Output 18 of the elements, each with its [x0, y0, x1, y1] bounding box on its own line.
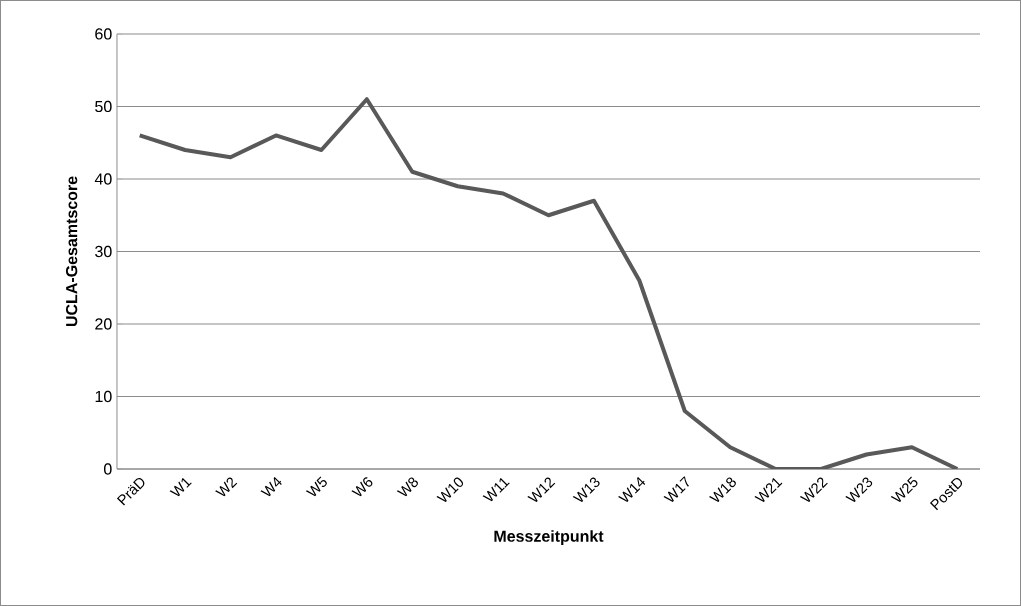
x-axis-title: Messzeitpunkt: [494, 530, 604, 546]
y-tick-label: 0: [103, 463, 112, 475]
y-tick-label: 50: [95, 100, 112, 113]
x-tick-label: W1: [169, 477, 192, 497]
x-tick-label: W11: [482, 477, 510, 502]
y-tick-label: 40: [94, 173, 112, 185]
x-tick-label: W2: [215, 477, 238, 497]
x-tick-label: W6: [351, 477, 373, 497]
x-tick-label: W8: [396, 477, 418, 497]
y-tick-label: 30: [95, 245, 112, 258]
x-tick-label: W4: [260, 476, 282, 497]
y-tick-label: 20: [95, 318, 112, 330]
y-axis-title: UCLA-Gesamtscore: [65, 176, 78, 327]
y-tick-label: 10: [95, 390, 112, 403]
line-series: [137, 97, 960, 470]
y-tick-label: 60: [95, 28, 112, 40]
x-tick-label: W5: [305, 476, 327, 497]
x-tick-label: W21: [754, 478, 783, 503]
